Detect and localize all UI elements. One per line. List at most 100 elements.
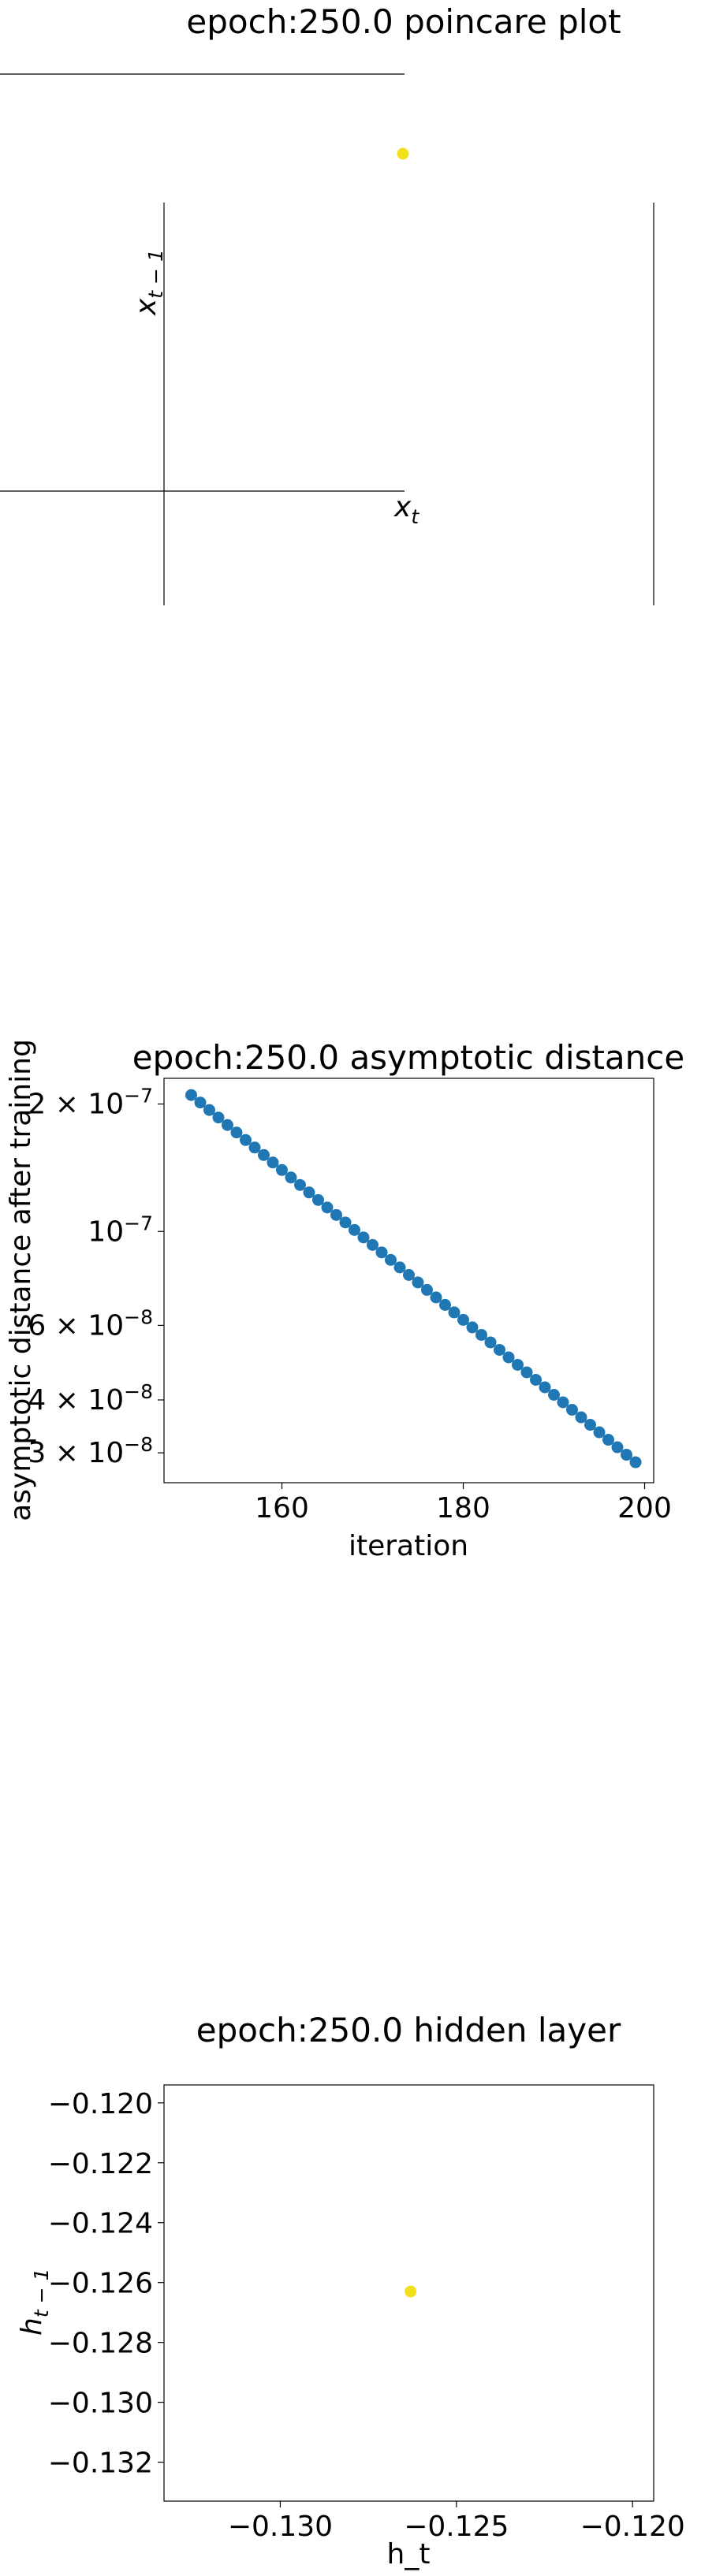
hidden-plot-frame	[163, 2084, 654, 2502]
asymptotic-distance-chart: epoch:250.0 asymptotic distance 160 180 20…	[5, 1038, 684, 1562]
asym-point	[330, 1208, 342, 1221]
asym-point	[539, 1381, 551, 1394]
hidden-points	[405, 2285, 417, 2298]
asym-ytick-exp: −7	[124, 1085, 153, 1107]
asym-point	[240, 1134, 252, 1146]
poincare-point	[397, 147, 409, 160]
asym-xtick-label: 200	[617, 1492, 672, 1524]
asym-point	[557, 1396, 569, 1409]
hidden-layer-chart: epoch:250.0 hidden layer −0.130 −0.125 −0.…	[16, 2011, 685, 2570]
asym-point	[466, 1321, 479, 1334]
asym-point	[230, 1126, 243, 1139]
asym-point	[385, 1253, 397, 1266]
hidden-ytick-label: −0.132	[48, 2448, 153, 2480]
asym-point	[367, 1238, 378, 1251]
asym-point	[212, 1111, 225, 1124]
hidden-x-ticks: −0.130 −0.125 −0.120	[228, 2501, 685, 2543]
asym-point	[412, 1276, 424, 1289]
poincare-plot: epoch:250.0 poincare plot xt xt − 1	[0, 2, 654, 605]
asym-plot-frame	[163, 1078, 654, 1483]
asym-ytick-base: 2 × 10	[28, 1089, 124, 1121]
poincare-ylabel-sub: t − 1	[144, 249, 167, 299]
asym-point	[530, 1373, 542, 1386]
asym-point	[430, 1291, 442, 1304]
poincare-title: epoch:250.0 poincare plot	[186, 2, 621, 41]
asym-point	[285, 1171, 297, 1184]
asym-ytick-base: 3 × 10	[28, 1437, 124, 1469]
asym-point	[512, 1358, 524, 1371]
asym-point	[621, 1449, 632, 1461]
asym-point	[584, 1419, 596, 1431]
hidden-xlabel: h_t	[387, 2538, 431, 2570]
hidden-ytick-label: −0.122	[48, 2148, 153, 2180]
asym-ytick-exp: −8	[124, 1380, 153, 1403]
asym-point	[502, 1351, 515, 1364]
asym-point	[185, 1089, 197, 1101]
asym-ytick-label: 4 × 10−8	[28, 1380, 153, 1416]
hidden-xtick-label: −0.120	[580, 2511, 685, 2543]
asym-point	[339, 1216, 352, 1229]
hidden-ylabel: ht − 1	[16, 2269, 53, 2336]
asym-points	[185, 1089, 642, 1469]
asym-point	[357, 1231, 370, 1244]
hidden-ytick-label: −0.128	[48, 2328, 153, 2360]
asym-ytick-base: 6 × 10	[28, 1309, 124, 1342]
asym-title: epoch:250.0 asymptotic distance	[132, 1038, 684, 1077]
asym-xtick-label: 160	[255, 1492, 309, 1524]
poincare-xlabel-sub: t	[411, 505, 419, 528]
asym-point	[575, 1411, 587, 1424]
asym-point	[222, 1119, 233, 1131]
poincare-ylabel: xt − 1	[130, 249, 167, 316]
asym-point	[248, 1141, 261, 1154]
asym-ytick-label: 3 × 10−8	[28, 1433, 153, 1469]
asym-ylabel: asymptotic distance after training	[5, 1039, 37, 1521]
poincare-xlabel: xt	[393, 491, 419, 528]
asym-point	[403, 1268, 415, 1281]
asym-point	[439, 1298, 451, 1311]
asym-point	[602, 1434, 614, 1446]
asym-point	[475, 1328, 487, 1341]
asym-point	[457, 1313, 469, 1326]
hidden-title: epoch:250.0 hidden layer	[196, 2011, 621, 2049]
asym-xtick-label: 180	[436, 1492, 490, 1524]
asym-point	[484, 1336, 497, 1349]
asym-point	[267, 1156, 279, 1169]
asym-point	[566, 1404, 578, 1416]
asym-ytick-label: 6 × 10−8	[28, 1305, 153, 1342]
asym-ytick-label: 10−7	[88, 1212, 153, 1248]
asym-ytick-exp: −8	[124, 1305, 153, 1328]
asym-xlabel: iteration	[349, 1530, 468, 1562]
hidden-ytick-label: −0.126	[48, 2268, 153, 2300]
asym-point	[520, 1366, 533, 1379]
asym-ytick-base: 4 × 10	[28, 1384, 124, 1416]
hidden-ytick-label: −0.120	[48, 2088, 153, 2120]
asym-point	[294, 1178, 306, 1191]
asym-ytick-base: 10	[88, 1215, 124, 1248]
asym-ytick-exp: −8	[124, 1433, 153, 1456]
asym-point	[593, 1426, 606, 1439]
asym-point	[258, 1148, 270, 1161]
hidden-y-ticks: −0.120 −0.122 −0.124 −0.126 −0.128 −0.130 −0.1…	[48, 2088, 164, 2480]
asym-point	[548, 1388, 560, 1401]
asym-point	[421, 1283, 433, 1296]
asym-x-ticks: 160 180 200	[255, 1483, 672, 1524]
asym-point	[321, 1201, 334, 1214]
asym-point	[375, 1246, 388, 1259]
asym-ytick-exp: −7	[124, 1212, 153, 1234]
asym-point	[194, 1096, 207, 1109]
asym-point	[494, 1343, 505, 1356]
hidden-ytick-label: −0.130	[48, 2388, 153, 2420]
hidden-ylabel-sub: t − 1	[30, 2269, 53, 2318]
asym-point	[349, 1223, 360, 1236]
asym-point	[303, 1186, 315, 1199]
hidden-xtick-label: −0.125	[404, 2511, 509, 2543]
asym-y-ticks: 2 × 10−710−76 × 10−84 × 10−83 × 10−8	[28, 1085, 164, 1469]
hidden-point	[405, 2285, 417, 2298]
asym-point	[276, 1163, 288, 1176]
asym-point	[448, 1306, 460, 1319]
hidden-xtick-label: −0.130	[228, 2511, 333, 2543]
asym-point	[203, 1104, 215, 1116]
asym-point	[393, 1261, 406, 1274]
